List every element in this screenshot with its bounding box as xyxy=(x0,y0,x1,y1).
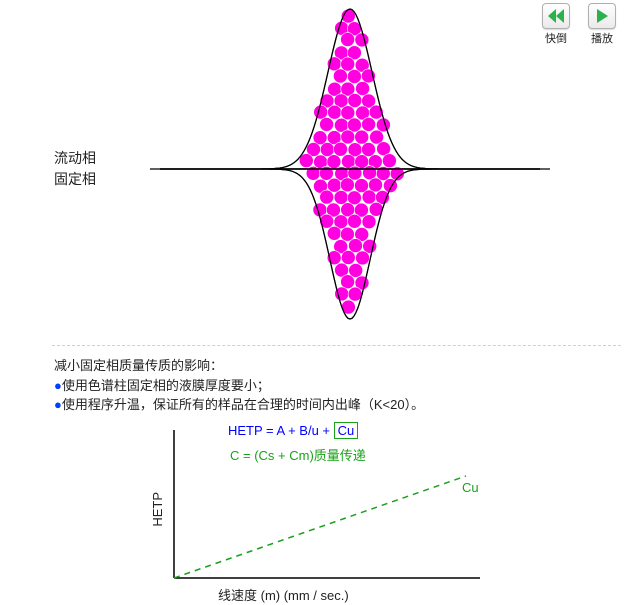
mobile-phase-label: 流动相 xyxy=(54,148,96,169)
notes-block: 减小固定相质量传质的影响： ●使用色谱柱固定相的液膜厚度要小； ●使用程序升温，… xyxy=(54,356,424,415)
play-button[interactable] xyxy=(588,3,616,29)
peak-diagram xyxy=(150,4,550,334)
dashed-divider xyxy=(52,345,621,346)
play-label: 播放 xyxy=(581,30,623,46)
notes-heading: 减小固定相质量传质的影响： xyxy=(54,356,424,376)
stationary-phase-label: 固定相 xyxy=(54,169,96,190)
notes-item: ●使用程序升温，保证所有的样品在合理的时间内出峰（K<20）。 xyxy=(54,395,424,415)
play-control: 播放 xyxy=(581,3,623,46)
phase-labels: 流动相 固定相 xyxy=(54,148,96,190)
rewind-icon xyxy=(548,9,564,23)
hetp-chart xyxy=(150,420,500,598)
play-icon xyxy=(595,9,609,23)
x-axis-label: 线速度 (m) (mm / sec.) xyxy=(218,585,349,604)
notes-item: ●使用色谱柱固定相的液膜厚度要小； xyxy=(54,376,424,396)
